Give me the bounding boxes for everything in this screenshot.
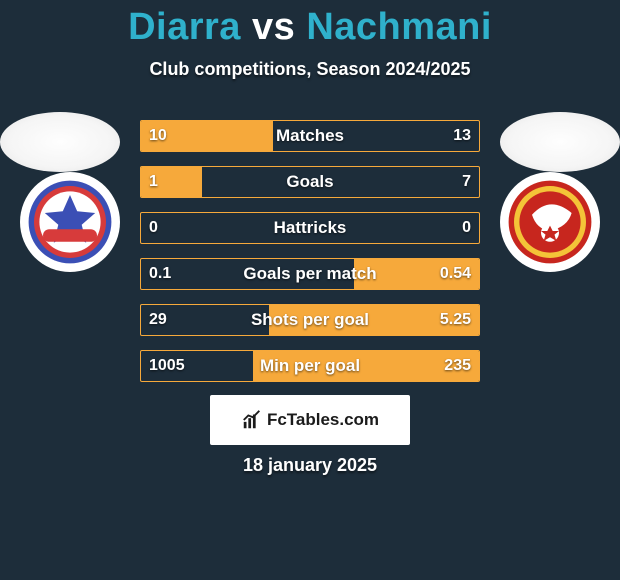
stat-value-right: 235 — [444, 357, 471, 375]
stat-row: 0.1Goals per match0.54 — [140, 258, 480, 290]
stat-value-right: 0.54 — [440, 265, 471, 283]
player2-name: Nachmani — [306, 6, 492, 48]
date-text: 18 january 2025 — [0, 455, 620, 476]
stat-row: 1Goals7 — [140, 166, 480, 198]
stat-row: 0Hattricks0 — [140, 212, 480, 244]
player1-photo-placeholder — [0, 112, 120, 172]
player1-club-badge — [20, 172, 120, 272]
player1-name: Diarra — [128, 6, 241, 48]
stat-value-right: 13 — [453, 127, 471, 145]
stat-label: Goals — [141, 172, 479, 192]
stat-row: 29Shots per goal5.25 — [140, 304, 480, 336]
player2-photo-placeholder — [500, 112, 620, 172]
brand-text: FcTables.com — [267, 410, 379, 430]
subtitle: Club competitions, Season 2024/2025 — [0, 59, 620, 80]
stat-label: Hattricks — [141, 218, 479, 238]
stat-row: 10Matches13 — [140, 120, 480, 152]
stat-label: Matches — [141, 126, 479, 146]
chart-icon — [241, 409, 263, 431]
stat-value-right: 5.25 — [440, 311, 471, 329]
stat-label: Min per goal — [141, 356, 479, 376]
stat-value-right: 7 — [462, 173, 471, 191]
title-vs: vs — [252, 6, 295, 48]
stat-value-right: 0 — [462, 219, 471, 237]
stats-container: 10Matches13 1Goals7 0Hattricks0 0.1Goals pe… — [140, 120, 480, 382]
comparison-infographic: Diarra vs Nachmani Club competitions, Se… — [0, 0, 620, 580]
club-badge-left-icon — [25, 177, 115, 267]
title-row: Diarra vs Nachmani — [0, 0, 620, 49]
club-badge-right-icon — [505, 177, 595, 267]
stat-label: Goals per match — [141, 264, 479, 284]
player2-club-badge — [500, 172, 600, 272]
brand-box: FcTables.com — [210, 395, 410, 445]
stat-row: 1005Min per goal235 — [140, 350, 480, 382]
stat-label: Shots per goal — [141, 310, 479, 330]
